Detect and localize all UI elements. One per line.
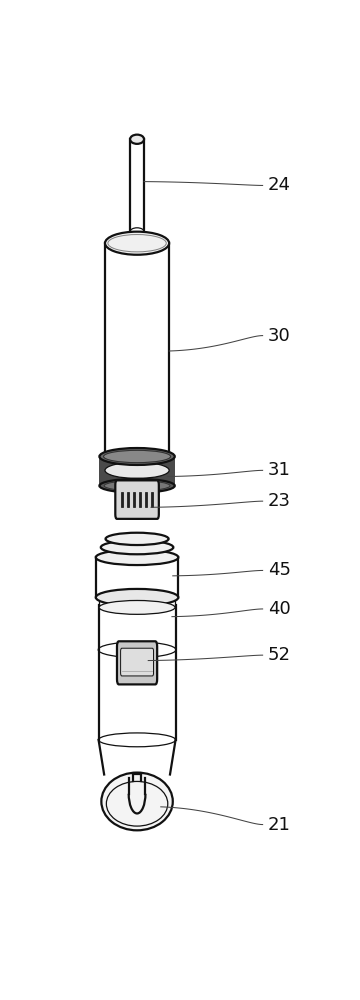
Text: 21: 21 bbox=[267, 816, 291, 834]
Text: 31: 31 bbox=[267, 461, 291, 479]
Ellipse shape bbox=[99, 479, 175, 493]
Ellipse shape bbox=[105, 462, 169, 478]
Ellipse shape bbox=[104, 481, 170, 491]
Text: 30: 30 bbox=[267, 327, 291, 345]
Ellipse shape bbox=[105, 533, 168, 545]
Bar bbox=[99, 456, 175, 486]
Ellipse shape bbox=[96, 589, 178, 606]
Text: 45: 45 bbox=[267, 561, 291, 579]
Ellipse shape bbox=[102, 773, 173, 830]
Bar bbox=[139, 492, 141, 507]
Ellipse shape bbox=[105, 232, 169, 255]
Ellipse shape bbox=[99, 448, 175, 465]
Text: 52: 52 bbox=[267, 646, 291, 664]
Ellipse shape bbox=[104, 450, 171, 463]
Bar bbox=[145, 492, 147, 507]
Ellipse shape bbox=[101, 540, 174, 554]
Bar bbox=[151, 492, 153, 507]
Bar bbox=[133, 492, 135, 507]
FancyBboxPatch shape bbox=[121, 648, 153, 676]
Text: 24: 24 bbox=[267, 176, 291, 194]
Ellipse shape bbox=[99, 600, 175, 614]
Text: 23: 23 bbox=[267, 492, 291, 510]
FancyBboxPatch shape bbox=[117, 641, 157, 684]
Bar bbox=[121, 492, 123, 507]
Text: 40: 40 bbox=[267, 600, 291, 618]
Bar bbox=[127, 492, 129, 507]
Ellipse shape bbox=[130, 135, 144, 144]
Ellipse shape bbox=[96, 550, 178, 565]
FancyBboxPatch shape bbox=[115, 480, 159, 519]
